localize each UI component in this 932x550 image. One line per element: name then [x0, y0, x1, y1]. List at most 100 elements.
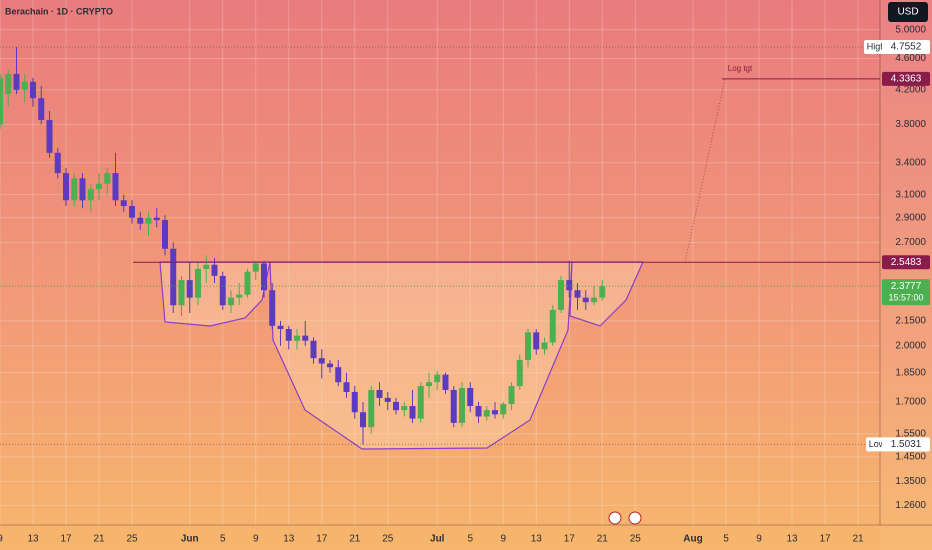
x-tick-label: 17	[819, 534, 831, 545]
candle-body	[409, 406, 416, 419]
candle-body	[244, 271, 251, 295]
last-price-box	[882, 279, 930, 306]
candle-body	[63, 173, 69, 201]
candle-body	[87, 189, 94, 201]
candle-body	[508, 386, 515, 404]
candle-body	[591, 297, 597, 303]
candle-body	[294, 335, 300, 341]
y-tick-label: 3.1000	[895, 189, 926, 200]
candle-body	[327, 363, 333, 368]
x-tick-label: 21	[349, 534, 361, 545]
candle-body	[285, 329, 292, 341]
x-tick-label: 17	[316, 534, 328, 545]
y-tick-label: 1.4500	[895, 451, 926, 462]
candle-body	[393, 401, 399, 411]
projection-line	[684, 78, 726, 263]
x-tick-label: 17	[60, 534, 72, 545]
candle-body	[13, 73, 20, 90]
y-tick-label: 2.9000	[895, 212, 926, 223]
candle-body	[186, 280, 193, 298]
candle-body	[417, 386, 424, 419]
x-tick-label: 13	[27, 534, 39, 545]
candle-body	[261, 263, 267, 291]
currency-label[interactable]: USD	[897, 7, 918, 18]
event-icon[interactable]	[608, 511, 622, 525]
candle-body	[54, 152, 61, 174]
candle-body	[170, 248, 177, 306]
candle-body	[533, 332, 540, 350]
y-tick-label: 4.2000	[895, 85, 926, 96]
candle-body	[211, 264, 218, 276]
candle-body	[71, 178, 78, 201]
low-tag: Low	[869, 439, 886, 449]
candle-body	[335, 367, 342, 383]
x-tick-label: Jun	[181, 534, 199, 545]
candle-body	[104, 173, 111, 184]
currency-button[interactable]	[888, 2, 928, 22]
x-tick-label: 9	[500, 534, 506, 545]
x-tick-label: 25	[630, 534, 642, 545]
y-tick-label: 5.0000	[895, 24, 926, 35]
candle-body	[252, 263, 259, 272]
candle-body	[525, 332, 531, 360]
candle-body	[302, 335, 309, 341]
chart-title: Berachain · 1D · CRYPTO	[5, 6, 113, 16]
level-value-box	[882, 71, 930, 86]
y-tick-label: 3.8000	[895, 119, 926, 130]
candle-body	[492, 410, 498, 415]
candle-body	[5, 73, 12, 95]
x-tick-label: 9	[0, 534, 3, 545]
x-tick-label: 25	[382, 534, 394, 545]
high-value: 4.7552	[891, 42, 922, 53]
level-value-box	[882, 255, 930, 270]
y-tick-label: 4.6000	[895, 53, 926, 64]
y-tick-label: 1.5500	[895, 428, 926, 439]
x-tick-label: 13	[531, 534, 543, 545]
candle-body	[203, 264, 210, 269]
candle-body	[450, 389, 457, 423]
event-icon[interactable]	[628, 511, 642, 525]
low-value: 1.5031	[891, 439, 922, 450]
y-tick-label: 1.7000	[895, 397, 926, 408]
x-tick-label: 9	[756, 534, 762, 545]
candle-body	[120, 200, 127, 206]
candle-body	[228, 297, 234, 306]
plot: Log tgt	[0, 46, 880, 445]
x-tick-label: 13	[786, 534, 798, 545]
x-tick-label: 5	[467, 534, 473, 545]
candle-body	[112, 173, 119, 201]
level-annotation: Log tgt	[728, 64, 753, 73]
candle-body	[558, 280, 564, 310]
y-tick-label: 2.7000	[895, 237, 926, 248]
y-tick-label: 1.8500	[895, 367, 926, 378]
candle-body	[310, 340, 317, 359]
x-tick-label: 9	[253, 534, 259, 545]
candle-body	[79, 178, 86, 201]
candle-body	[582, 297, 589, 303]
x-tick-label: 13	[283, 534, 295, 545]
candle-body	[467, 388, 474, 407]
candle-body	[360, 412, 366, 428]
candle-body	[434, 374, 441, 383]
candle-body	[368, 389, 375, 428]
candle-body	[500, 403, 507, 415]
x-tick-label: 21	[597, 534, 609, 545]
x-tick-label: Aug	[683, 534, 702, 545]
candle-body	[384, 397, 391, 402]
candle-body	[599, 286, 606, 298]
drawings	[159, 261, 644, 450]
candle-body	[21, 81, 28, 90]
y-tick-label: 2.1500	[895, 316, 926, 327]
candle-body	[566, 280, 573, 291]
candle-body	[153, 217, 160, 221]
y-tick-label: 3.4000	[895, 157, 926, 168]
candle-body	[195, 268, 201, 298]
x-tick-label: 25	[126, 534, 138, 545]
high-value-box	[882, 40, 930, 55]
candle-body	[459, 388, 465, 423]
countdown: 15:57:00	[888, 293, 923, 303]
last-price: 2.3777	[891, 281, 922, 292]
candle-body	[541, 342, 548, 350]
